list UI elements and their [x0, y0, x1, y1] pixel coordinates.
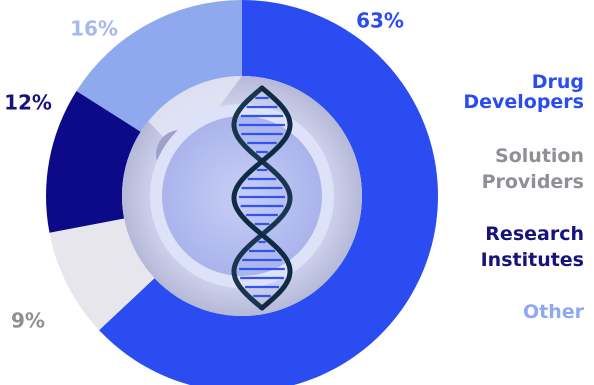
- slice-drug-developers: [99, 0, 438, 385]
- legend-label-solution-providers: Providers: [482, 171, 584, 193]
- slices-group: [45, 0, 438, 385]
- dna-helix-icon: [231, 85, 293, 311]
- slice-research-institutes: [45, 90, 141, 233]
- legend-label-drug-developers: Developers: [463, 91, 584, 113]
- slice-other: [76, 0, 243, 132]
- value-label-other: 16%: [70, 17, 118, 41]
- legend-label-drug-developers: Drug: [532, 71, 584, 93]
- value-label-research-institutes: 12%: [4, 91, 52, 115]
- legend-label-research-institutes: Institutes: [481, 249, 584, 271]
- slice-solution-providers: [49, 218, 155, 331]
- value-labels: 63% 9% 12% 16%: [4, 9, 404, 333]
- value-label-solution-providers: 9%: [11, 309, 45, 333]
- dna-strand-back: [231, 85, 293, 311]
- legend-label-other: Other: [523, 301, 585, 323]
- legend-label-research-institutes: Research: [485, 223, 584, 245]
- dna-strand-front: [231, 85, 293, 311]
- legend-label-solution-providers: Solution: [495, 145, 584, 167]
- value-label-drug-developers: 63%: [356, 9, 404, 33]
